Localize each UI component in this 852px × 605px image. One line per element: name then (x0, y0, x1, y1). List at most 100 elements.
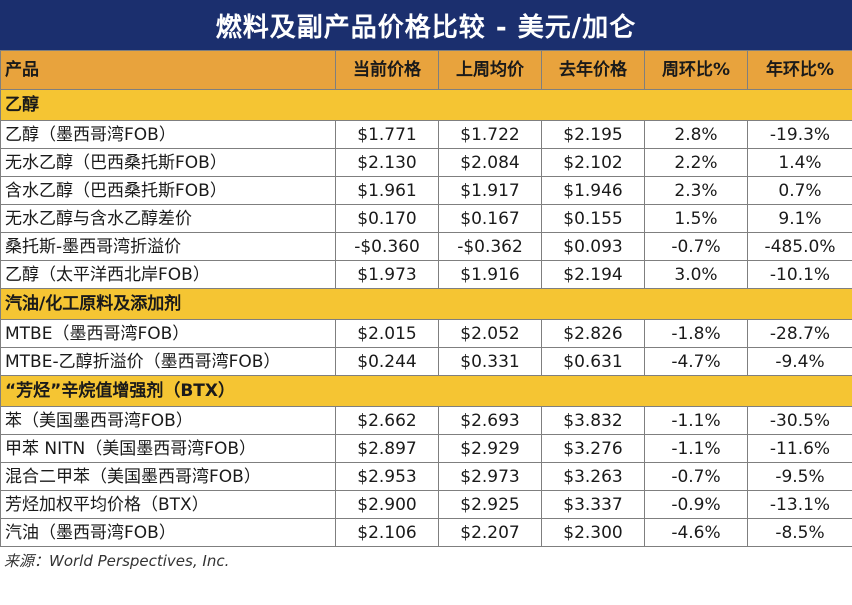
last-week-avg: $0.331 (438, 347, 542, 376)
table-row: 甲苯 NITN（美国墨西哥湾FOB） $2.897 $2.929 $3.276 … (0, 434, 852, 463)
last-year-price: $3.263 (541, 462, 645, 491)
week-change: -1.1% (644, 434, 748, 463)
source-note: 来源：World Perspectives, Inc. (4, 552, 230, 570)
section-label: 乙醇 (0, 89, 852, 121)
column-header-week-change: 周环比% (644, 50, 748, 90)
last-year-price: $2.195 (541, 120, 645, 149)
week-change: -0.7% (644, 232, 748, 261)
table-row: 混合二甲苯（美国墨西哥湾FOB） $2.953 $2.973 $3.263 -0… (0, 462, 852, 491)
last-week-avg: $2.929 (438, 434, 542, 463)
column-header-last-week-avg: 上周均价 (438, 50, 542, 90)
year-change: -28.7% (747, 319, 852, 348)
product-name: 芳烃加权平均价格（BTX） (0, 490, 336, 519)
last-week-avg: -$0.362 (438, 232, 542, 261)
table-row: 芳烃加权平均价格（BTX） $2.900 $2.925 $3.337 -0.9%… (0, 490, 852, 519)
current-price: $0.244 (335, 347, 439, 376)
section-label: 汽油/化工原料及添加剂 (0, 288, 852, 320)
week-change: -4.6% (644, 518, 748, 547)
week-change: -4.7% (644, 347, 748, 376)
current-price: $2.953 (335, 462, 439, 491)
year-change: -9.4% (747, 347, 852, 376)
last-week-avg: $2.693 (438, 406, 542, 435)
year-change: 1.4% (747, 148, 852, 177)
table-row: MTBE（墨西哥湾FOB） $2.015 $2.052 $2.826 -1.8%… (0, 319, 852, 348)
last-year-price: $3.832 (541, 406, 645, 435)
product-name: 乙醇（太平洋西北岸FOB） (0, 260, 336, 289)
year-change: -10.1% (747, 260, 852, 289)
product-name: 含水乙醇（巴西桑托斯FOB） (0, 176, 336, 205)
current-price: $0.170 (335, 204, 439, 233)
week-change: 2.3% (644, 176, 748, 205)
product-name: 苯（美国墨西哥湾FOB） (0, 406, 336, 435)
last-week-avg: $1.916 (438, 260, 542, 289)
section-label: “芳烃”辛烷值增强剂（BTX） (0, 375, 852, 407)
table-row: 汽油（墨西哥湾FOB） $2.106 $2.207 $2.300 -4.6% -… (0, 518, 852, 547)
year-change: -9.5% (747, 462, 852, 491)
year-change: -19.3% (747, 120, 852, 149)
table-row: MTBE-乙醇折溢价（墨西哥湾FOB） $0.244 $0.331 $0.631… (0, 347, 852, 376)
week-change: 3.0% (644, 260, 748, 289)
product-name: 无水乙醇与含水乙醇差价 (0, 204, 336, 233)
year-change: 9.1% (747, 204, 852, 233)
current-price: $1.973 (335, 260, 439, 289)
year-change: -11.6% (747, 434, 852, 463)
week-change: -0.7% (644, 462, 748, 491)
table-header-row: 产品 当前价格 上周均价 去年价格 周环比% 年环比% (0, 50, 852, 90)
last-year-price: $0.631 (541, 347, 645, 376)
product-name: MTBE-乙醇折溢价（墨西哥湾FOB） (0, 347, 336, 376)
last-year-price: $0.155 (541, 204, 645, 233)
year-change: 0.7% (747, 176, 852, 205)
table-row: 含水乙醇（巴西桑托斯FOB） $1.961 $1.917 $1.946 2.3%… (0, 176, 852, 205)
last-year-price: $3.276 (541, 434, 645, 463)
current-price: -$0.360 (335, 232, 439, 261)
current-price: $1.771 (335, 120, 439, 149)
last-year-price: $2.194 (541, 260, 645, 289)
column-header-year-change: 年环比% (747, 50, 852, 90)
last-year-price: $0.093 (541, 232, 645, 261)
year-change: -8.5% (747, 518, 852, 547)
column-header-last-year-price: 去年价格 (541, 50, 645, 90)
current-price: $2.015 (335, 319, 439, 348)
week-change: -1.1% (644, 406, 748, 435)
product-name: 汽油（墨西哥湾FOB） (0, 518, 336, 547)
current-price: $2.900 (335, 490, 439, 519)
section-row: “芳烃”辛烷值增强剂（BTX） (0, 375, 852, 407)
current-price: $2.897 (335, 434, 439, 463)
last-year-price: $2.300 (541, 518, 645, 547)
year-change: -13.1% (747, 490, 852, 519)
last-week-avg: $2.084 (438, 148, 542, 177)
last-week-avg: $2.973 (438, 462, 542, 491)
product-name: 甲苯 NITN（美国墨西哥湾FOB） (0, 434, 336, 463)
current-price: $2.130 (335, 148, 439, 177)
table-row: 桑托斯-墨西哥湾折溢价 -$0.360 -$0.362 $0.093 -0.7%… (0, 232, 852, 261)
year-change: -30.5% (747, 406, 852, 435)
current-price: $1.961 (335, 176, 439, 205)
product-name: 混合二甲苯（美国墨西哥湾FOB） (0, 462, 336, 491)
current-price: $2.662 (335, 406, 439, 435)
last-year-price: $1.946 (541, 176, 645, 205)
product-name: 桑托斯-墨西哥湾折溢价 (0, 232, 336, 261)
week-change: -1.8% (644, 319, 748, 348)
product-name: 乙醇（墨西哥湾FOB） (0, 120, 336, 149)
section-row: 汽油/化工原料及添加剂 (0, 288, 852, 320)
price-comparison-table: 产品 当前价格 上周均价 去年价格 周环比% 年环比% 乙醇 乙醇（墨西哥湾FO… (0, 50, 852, 547)
week-change: 2.2% (644, 148, 748, 177)
table-row: 苯（美国墨西哥湾FOB） $2.662 $2.693 $3.832 -1.1% … (0, 406, 852, 435)
table-row: 无水乙醇与含水乙醇差价 $0.170 $0.167 $0.155 1.5% 9.… (0, 204, 852, 233)
product-name: 无水乙醇（巴西桑托斯FOB） (0, 148, 336, 177)
column-header-product: 产品 (0, 50, 336, 90)
last-week-avg: $2.207 (438, 518, 542, 547)
last-week-avg: $0.167 (438, 204, 542, 233)
week-change: 2.8% (644, 120, 748, 149)
last-week-avg: $1.722 (438, 120, 542, 149)
product-name: MTBE（墨西哥湾FOB） (0, 319, 336, 348)
last-year-price: $3.337 (541, 490, 645, 519)
week-change: -0.9% (644, 490, 748, 519)
current-price: $2.106 (335, 518, 439, 547)
last-week-avg: $2.925 (438, 490, 542, 519)
section-row: 乙醇 (0, 89, 852, 121)
table-row: 乙醇（墨西哥湾FOB） $1.771 $1.722 $2.195 2.8% -1… (0, 120, 852, 149)
column-header-current-price: 当前价格 (335, 50, 439, 90)
week-change: 1.5% (644, 204, 748, 233)
last-year-price: $2.826 (541, 319, 645, 348)
